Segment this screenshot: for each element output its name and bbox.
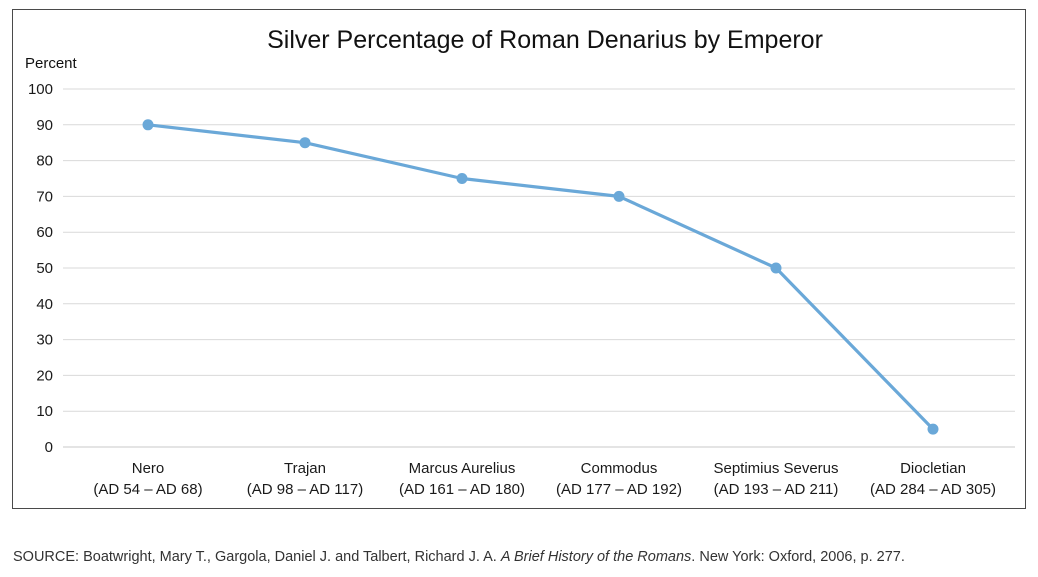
data-point xyxy=(142,119,154,131)
x-tick-label-range: (AD 193 – AD 211) xyxy=(714,481,839,498)
x-tick-label-name: Septimius Severus xyxy=(713,460,838,477)
x-tick-label-range: (AD 54 – AD 68) xyxy=(93,481,202,498)
y-tick-label: 10 xyxy=(36,403,53,420)
y-tick-label: 20 xyxy=(36,367,53,384)
y-tick-label: 70 xyxy=(36,188,53,205)
x-tick-label-name: Trajan xyxy=(284,460,326,477)
source-prefix: SOURCE: Boatwright, Mary T., Gargola, Da… xyxy=(13,549,501,565)
source-suffix: . New York: Oxford, 2006, p. 277. xyxy=(691,549,905,565)
y-tick-label: 60 xyxy=(36,224,53,241)
x-tick-label-range: (AD 161 – AD 180) xyxy=(399,481,525,498)
source-citation: SOURCE: Boatwright, Mary T., Gargola, Da… xyxy=(13,549,905,565)
data-point xyxy=(456,173,468,184)
line-chart: Silver Percentage of Roman Denarius by E… xyxy=(25,26,1015,498)
x-tick-label-range: (AD 284 – AD 305) xyxy=(870,481,996,498)
data-series xyxy=(142,119,939,435)
x-tick-label-range: (AD 177 – AD 192) xyxy=(556,481,682,498)
data-point xyxy=(613,190,625,202)
y-tick-label: 0 xyxy=(45,439,53,456)
y-tick-label: 90 xyxy=(36,117,53,134)
source-book-title: A Brief History of the Romans xyxy=(500,549,692,565)
x-tick-labels: Nero (AD 54 – AD 68) Trajan (AD 98 – AD 117… xyxy=(93,460,996,498)
chart-frame: Silver Percentage of Roman Denarius by E… xyxy=(12,9,1026,509)
x-tick-label-name: Commodus xyxy=(581,460,658,477)
data-point xyxy=(927,423,939,435)
y-tick-label: 30 xyxy=(36,332,53,349)
y-tick-labels: 0 10 20 30 40 50 60 70 80 90 100 xyxy=(28,81,53,456)
y-axis-label: Percent xyxy=(25,55,78,72)
data-point xyxy=(770,262,782,274)
series-line xyxy=(146,123,935,431)
data-point xyxy=(299,137,311,149)
y-tick-label: 100 xyxy=(28,81,53,98)
chart-title: Silver Percentage of Roman Denarius by E… xyxy=(267,26,823,54)
x-tick-label-name: Nero xyxy=(132,460,165,477)
y-tick-label: 40 xyxy=(36,296,53,313)
x-tick-label-name: Marcus Aurelius xyxy=(409,460,516,477)
y-tick-label: 80 xyxy=(36,153,53,170)
x-tick-label-name: Diocletian xyxy=(900,460,966,477)
y-tick-label: 50 xyxy=(36,260,53,277)
gridlines xyxy=(63,88,1015,448)
x-tick-label-range: (AD 98 – AD 117) xyxy=(247,481,363,498)
